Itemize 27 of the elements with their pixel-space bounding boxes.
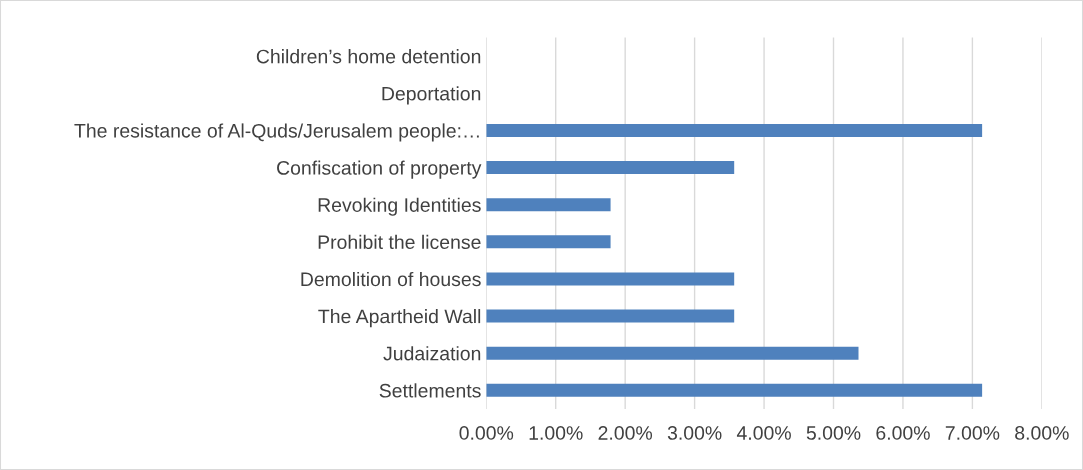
- x-tick-label: 8.00%: [1015, 426, 1069, 440]
- y-tick-label: Revoking Identities: [318, 197, 481, 216]
- y-tick-label: Children’s home detention: [256, 49, 481, 64]
- bar: [486, 161, 735, 175]
- y-tick-label: Deportation: [382, 86, 481, 105]
- x-tick-label: 1.00%: [529, 426, 583, 440]
- bar: [486, 309, 735, 323]
- bar: [486, 346, 859, 360]
- y-tick-label: Judaization: [383, 346, 481, 361]
- x-tick-label: 6.00%: [876, 426, 930, 440]
- bar: [486, 198, 611, 212]
- bar: [486, 123, 983, 137]
- bar: [486, 235, 611, 249]
- x-tick-label: 5.00%: [806, 426, 861, 440]
- x-tick-label: 4.00%: [736, 426, 791, 440]
- y-tick-label: The resistance of Al-Quds/Jerusalem people:…: [74, 123, 479, 142]
- x-tick-label: 0.00%: [459, 426, 514, 440]
- x-tick-label: 2.00%: [598, 426, 653, 440]
- y-tick-label: Demolition of houses: [301, 271, 481, 287]
- x-tick-label: 7.00%: [945, 426, 1000, 440]
- y-tick-label: Settlements: [379, 383, 481, 398]
- y-tick-label: Confiscation of property: [277, 160, 482, 179]
- bar: [486, 272, 735, 286]
- y-tick-label: Prohibit the license: [318, 234, 481, 250]
- x-tick-label: 3.00%: [667, 426, 722, 440]
- bar: [486, 383, 983, 397]
- y-tick-label: The Apartheid Wall: [318, 309, 481, 328]
